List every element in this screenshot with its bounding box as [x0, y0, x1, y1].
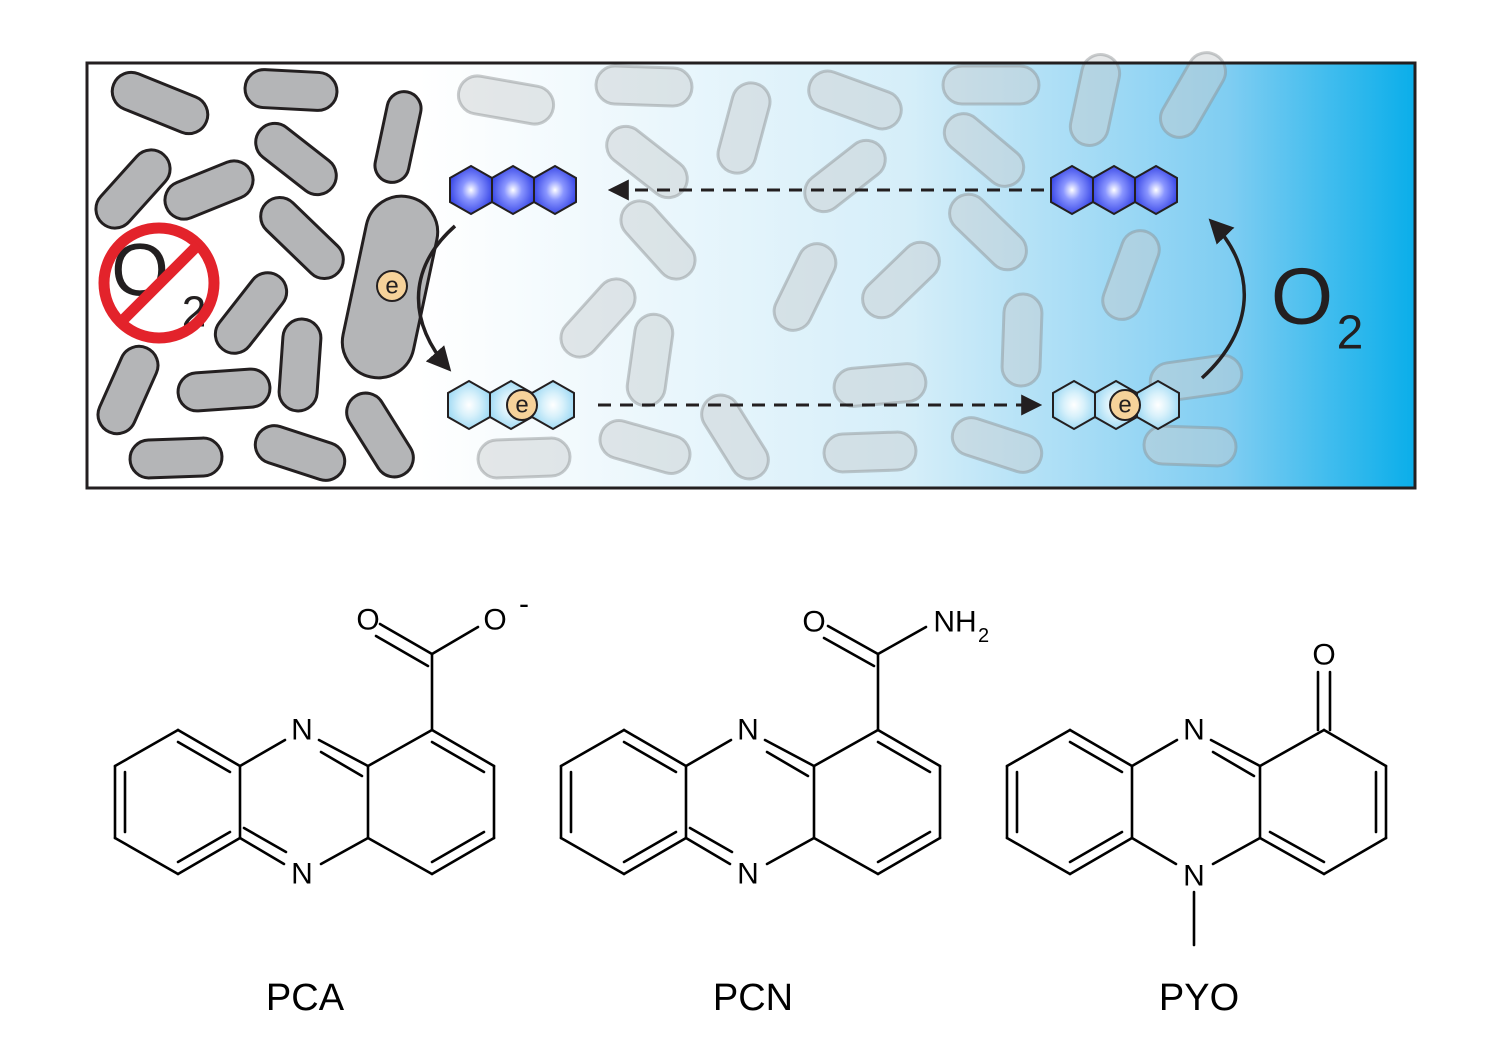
pca-atom-n-bottom: N: [291, 858, 313, 891]
background-cells: [456, 51, 1244, 481]
cell: [700, 393, 770, 481]
cell: [163, 159, 255, 221]
molecule-pcn: N N O NH 2 PCN: [559, 606, 989, 1019]
cell: [807, 69, 903, 131]
cell: [1000, 292, 1044, 388]
cell: [1159, 51, 1227, 139]
cell: [176, 367, 272, 413]
electron-label: e: [385, 273, 398, 300]
cell: [1068, 53, 1122, 147]
cell: [476, 436, 572, 480]
pcn-atom-o-carbonyl: O: [802, 606, 825, 639]
reduction-arrow-icon: [416, 224, 457, 372]
electron-label: e: [1118, 392, 1131, 419]
pca-atom-n-top: N: [291, 714, 313, 747]
oxygen-label: O: [1271, 252, 1333, 341]
pca-name: PCA: [266, 977, 345, 1019]
no-oxygen-symbol: O 2: [98, 222, 220, 344]
cell: [110, 70, 210, 136]
cell: [373, 90, 423, 184]
pcn-atom-nh: NH: [933, 606, 976, 639]
pcn-atom-n-bottom: N: [737, 858, 759, 891]
cell: [941, 64, 1041, 106]
cell: [559, 277, 637, 359]
cell: [861, 240, 941, 320]
pyo-atom-n-top: N: [1183, 714, 1205, 747]
cell: [1101, 229, 1161, 321]
cell-electron: e: [376, 270, 408, 302]
reduced-phenazine-right: [1052, 380, 1180, 430]
cell: [243, 68, 339, 112]
pyo-name: PYO: [1159, 977, 1239, 1019]
cell: [822, 430, 918, 474]
cell: [254, 121, 338, 197]
molecule-pca: N N O O - PCA: [113, 588, 529, 1019]
cell: [128, 436, 224, 480]
molecule-pyo: N N O PYO: [1005, 639, 1388, 1019]
cell: [277, 317, 323, 413]
electron-icon: [1109, 389, 1141, 421]
electron-icon: [376, 270, 408, 302]
oxygen-gradient-background: [87, 63, 1415, 488]
pcn-atom-n-top: N: [737, 714, 759, 747]
cell: [259, 195, 345, 281]
pca-charge: -: [519, 588, 529, 621]
oxidized-phenazine-left: [449, 165, 577, 215]
prohibition-slash-icon: [117, 241, 202, 326]
cell: [94, 148, 172, 230]
cell: [253, 424, 347, 482]
prohibition-circle-icon: [98, 222, 220, 344]
electron-label: e: [515, 392, 528, 419]
pca-atom-o-anion: O: [483, 604, 506, 637]
panel-border: [85, 61, 1417, 490]
cell: [96, 344, 160, 436]
cell: [598, 419, 692, 475]
reduced-phenazine-left: [447, 380, 575, 430]
cell: [942, 112, 1026, 188]
cell: [950, 416, 1044, 474]
cell: [832, 362, 928, 408]
biofilm-panel: O 2 e e: [85, 51, 1417, 490]
cell: [772, 242, 838, 332]
oxygen-subscript: 2: [1337, 307, 1364, 360]
pyo-atom-o: O: [1312, 639, 1335, 672]
oxidation-arrow-icon: [1200, 218, 1247, 380]
pca-atom-o-carbonyl: O: [356, 604, 379, 637]
pcn-atom-nh-subscript: 2: [978, 625, 989, 647]
oxidized-phenazine-right: [1050, 165, 1178, 215]
cell: [619, 199, 697, 281]
electron-icon: [506, 389, 538, 421]
pyo-atom-n-bottom: N: [1183, 860, 1205, 893]
cell: [948, 192, 1028, 272]
pcn-name: PCN: [713, 977, 793, 1019]
cell: [345, 391, 415, 479]
cell: [1142, 424, 1238, 468]
cell: [716, 81, 772, 175]
cell: [213, 271, 289, 355]
cell: [456, 74, 556, 126]
cell: [594, 64, 694, 108]
